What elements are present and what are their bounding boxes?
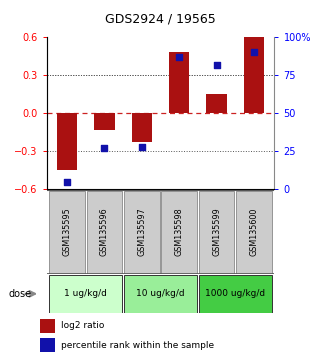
FancyBboxPatch shape bbox=[236, 191, 272, 274]
Point bbox=[177, 54, 182, 60]
Text: log2 ratio: log2 ratio bbox=[61, 321, 104, 330]
FancyBboxPatch shape bbox=[49, 191, 85, 274]
Bar bbox=[94, 113, 115, 130]
Point bbox=[102, 145, 107, 151]
Text: GSM135598: GSM135598 bbox=[175, 207, 184, 256]
FancyBboxPatch shape bbox=[87, 191, 122, 274]
FancyBboxPatch shape bbox=[49, 275, 122, 313]
Text: 10 ug/kg/d: 10 ug/kg/d bbox=[136, 289, 185, 298]
Text: GSM135599: GSM135599 bbox=[212, 207, 221, 256]
Point bbox=[65, 179, 70, 185]
Text: dose: dose bbox=[8, 289, 31, 299]
Bar bbox=[244, 37, 264, 113]
Point bbox=[251, 50, 256, 55]
Bar bbox=[40, 319, 55, 333]
FancyBboxPatch shape bbox=[124, 275, 197, 313]
Text: percentile rank within the sample: percentile rank within the sample bbox=[61, 341, 214, 350]
Bar bbox=[132, 113, 152, 142]
Text: 1000 ug/kg/d: 1000 ug/kg/d bbox=[205, 289, 265, 298]
Text: GDS2924 / 19565: GDS2924 / 19565 bbox=[105, 12, 216, 25]
FancyBboxPatch shape bbox=[199, 191, 234, 274]
Point bbox=[139, 144, 144, 150]
Point bbox=[214, 62, 219, 67]
FancyBboxPatch shape bbox=[199, 275, 272, 313]
Bar bbox=[169, 52, 189, 113]
FancyBboxPatch shape bbox=[161, 191, 197, 274]
Text: GSM135597: GSM135597 bbox=[137, 207, 146, 256]
Bar bbox=[206, 94, 227, 113]
Text: 1 ug/kg/d: 1 ug/kg/d bbox=[64, 289, 107, 298]
Bar bbox=[40, 338, 55, 352]
FancyBboxPatch shape bbox=[124, 191, 160, 274]
Text: GSM135595: GSM135595 bbox=[63, 207, 72, 256]
Bar bbox=[57, 113, 77, 170]
Text: GSM135596: GSM135596 bbox=[100, 207, 109, 256]
Text: GSM135600: GSM135600 bbox=[249, 208, 258, 256]
